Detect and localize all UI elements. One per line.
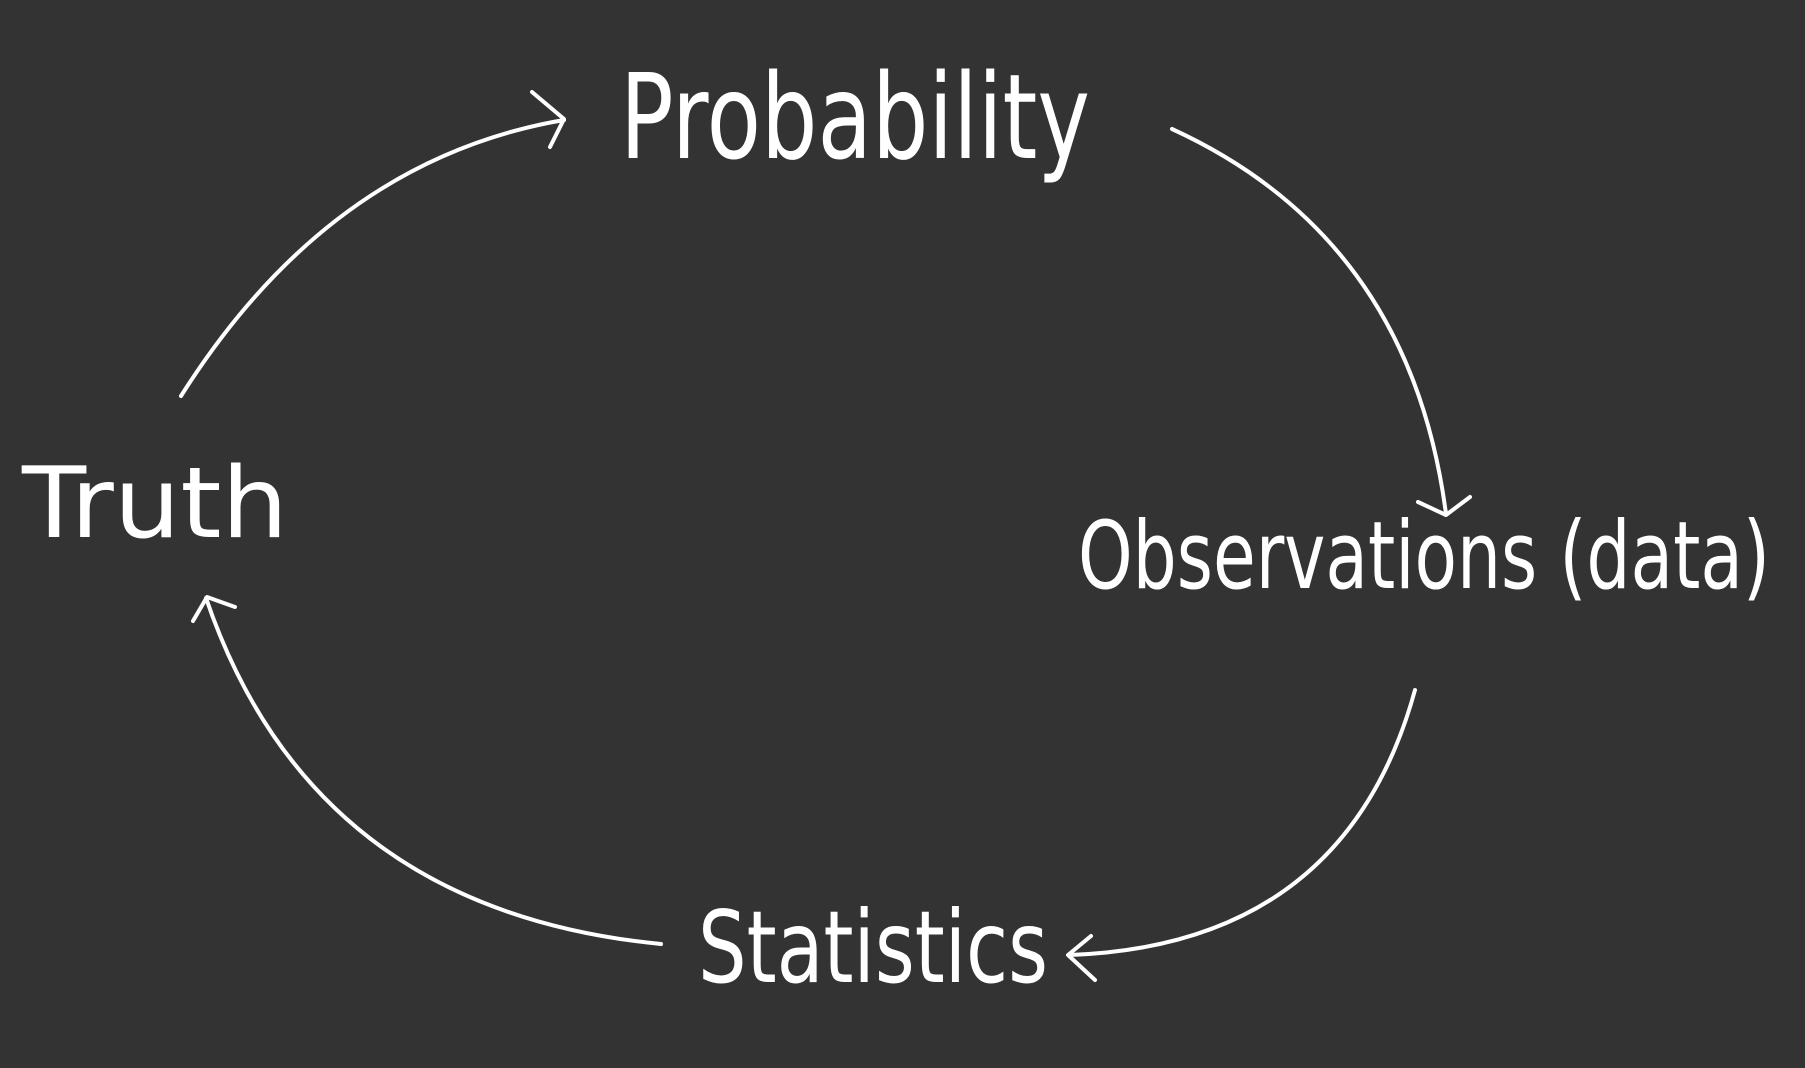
- arrow-line: [204, 596, 663, 946]
- edge-probability-to-observations: [1170, 127, 1472, 517]
- node-probability: Probability: [620, 48, 1090, 186]
- node-observations: Observations (data): [1078, 502, 1770, 611]
- node-statistics: Statistics: [698, 889, 1048, 1006]
- arrow-line: [1170, 127, 1448, 516]
- node-truth: Truth: [21, 447, 288, 561]
- arrow-line: [179, 118, 566, 398]
- arrowhead-icon: [1416, 495, 1472, 517]
- edge-truth-to-probability: [179, 90, 566, 398]
- arrowhead-icon: [191, 595, 237, 623]
- edge-observations-to-statistics: [1066, 688, 1417, 982]
- edge-statistics-to-truth: [191, 595, 663, 946]
- arrow-line: [1068, 688, 1417, 957]
- arrowhead-icon: [1066, 934, 1097, 982]
- arrowhead-icon: [530, 90, 566, 149]
